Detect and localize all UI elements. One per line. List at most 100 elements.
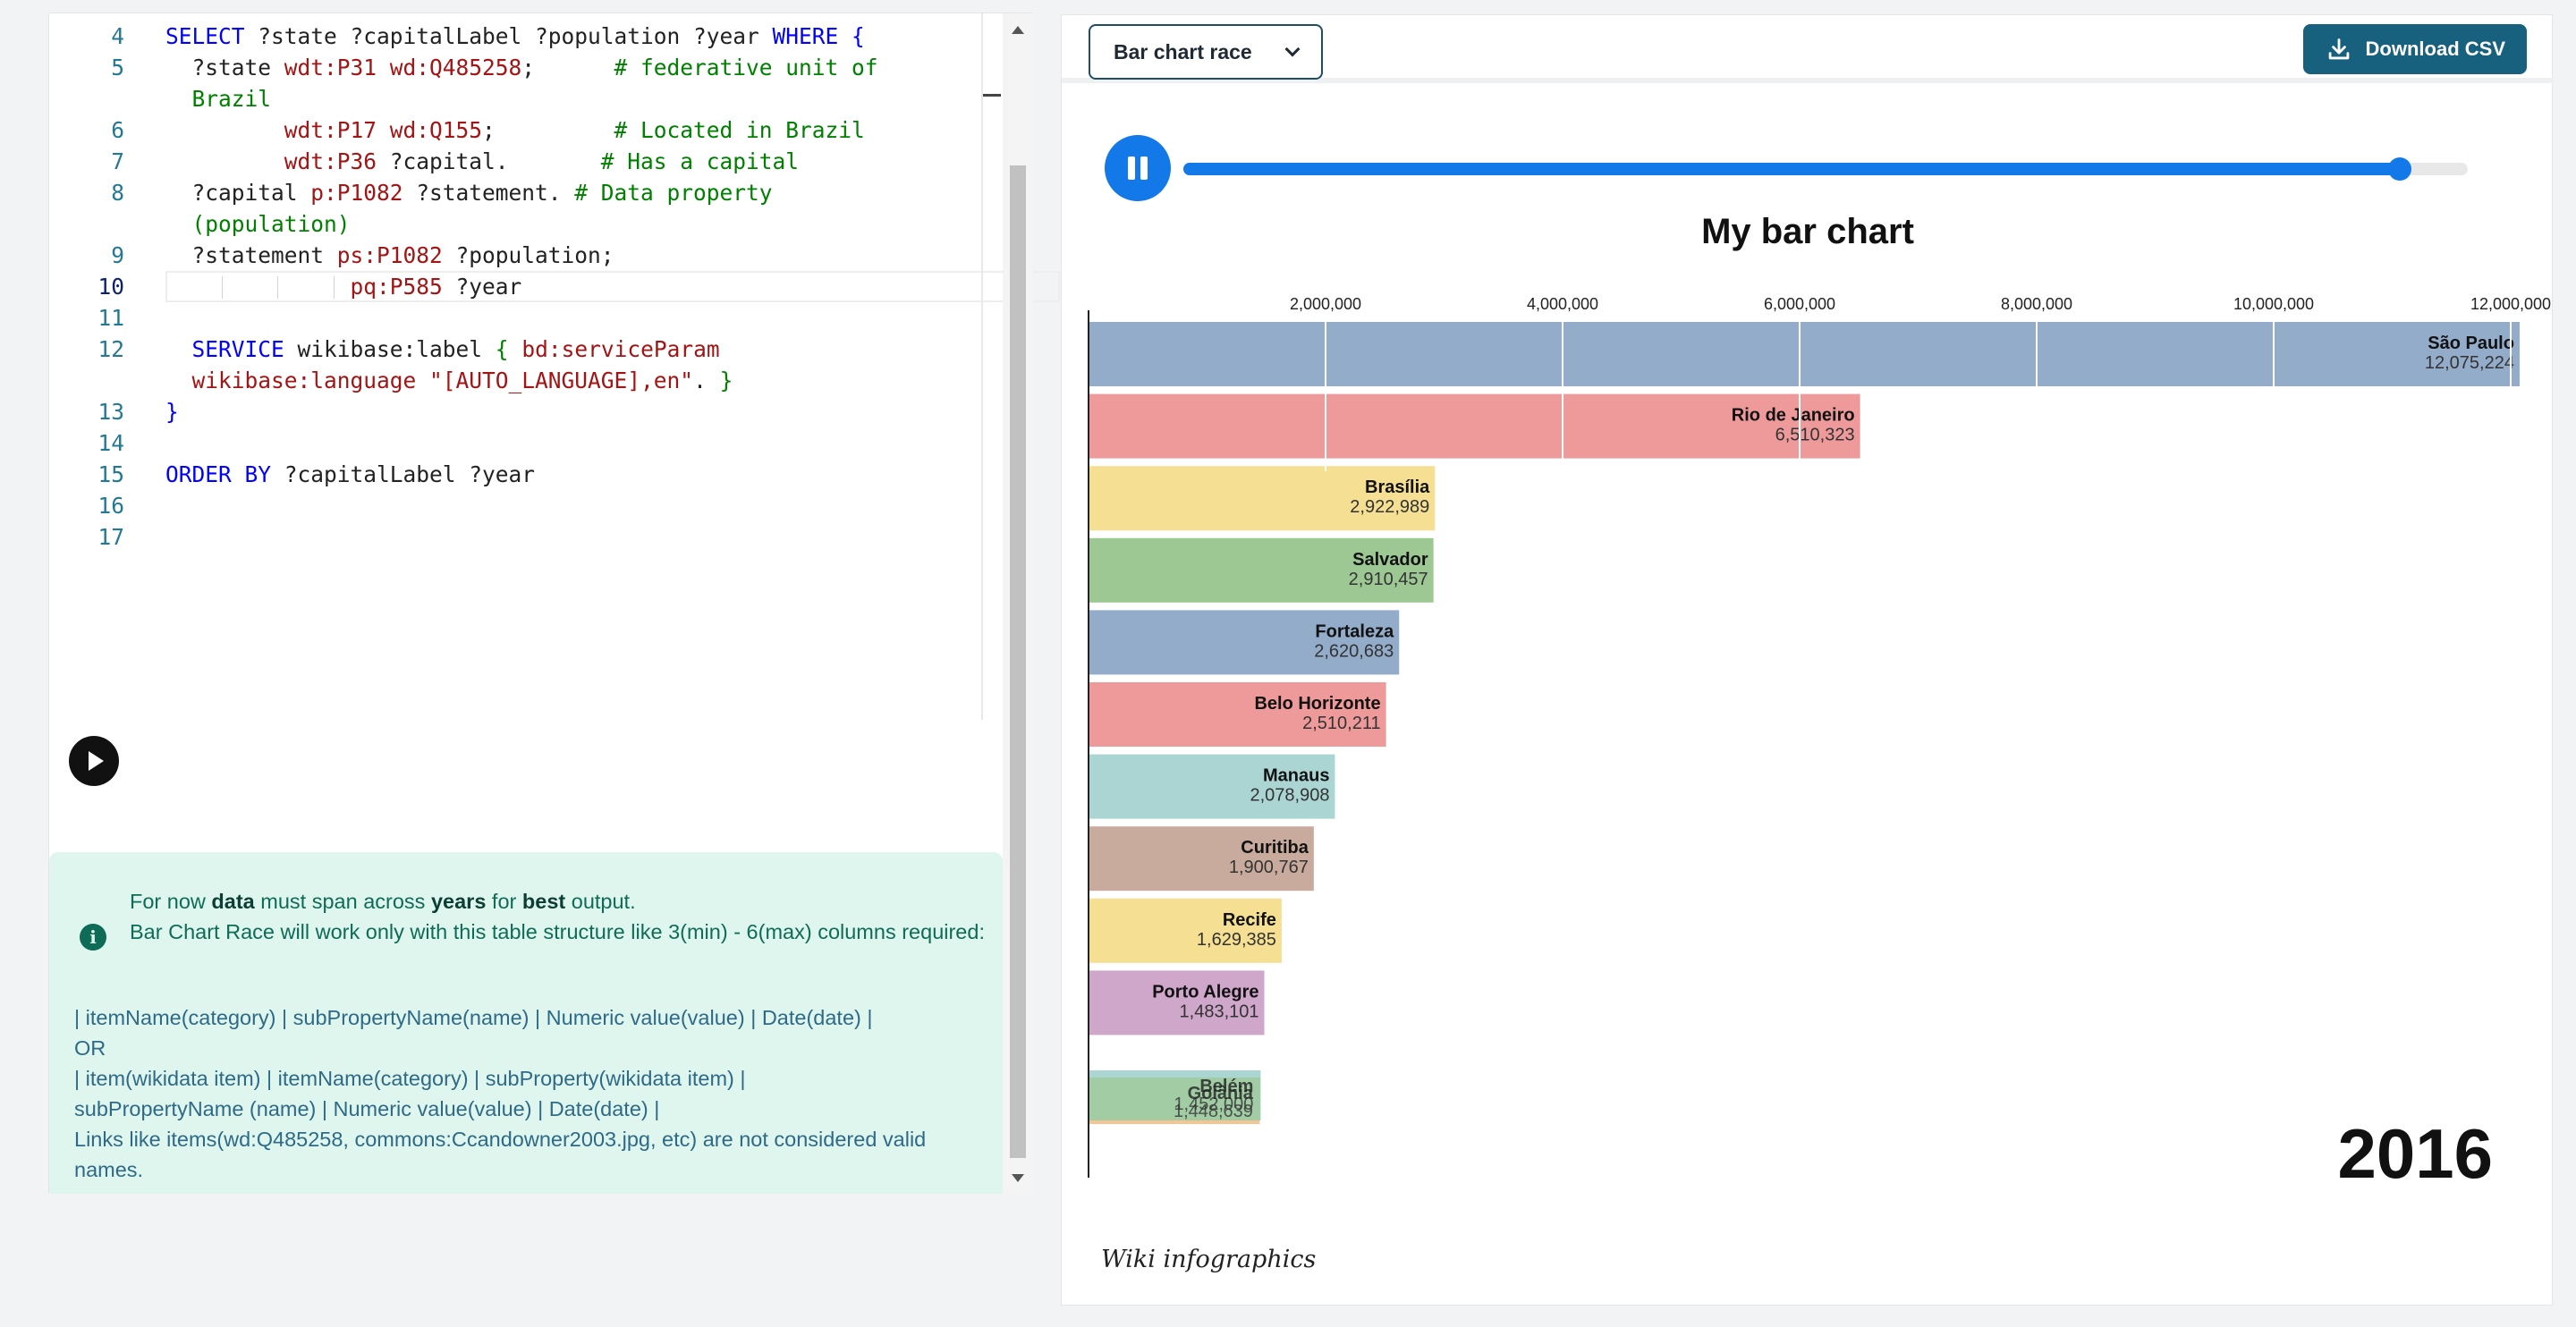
footer-label: Wiki infographics xyxy=(1101,1246,1317,1273)
bar xyxy=(1089,898,1282,963)
code-token xyxy=(165,148,284,174)
x-tick-label: 6,000,000 xyxy=(1764,295,1835,313)
code-token: ?statement. xyxy=(402,180,575,206)
bar xyxy=(1089,466,1436,531)
line-number: 8 xyxy=(111,180,124,206)
code-line[interactable]: 12 SERVICE wikibase:label { bd:servicePa… xyxy=(49,334,1001,365)
code-text: ?capital p:P1082 ?statement. # Data prop… xyxy=(165,177,773,208)
code-line[interactable]: 10 pq:P585 ?year xyxy=(49,271,1060,302)
bar-value-label: 12,075,224 xyxy=(2425,353,2514,373)
x-tick-label: 2,000,000 xyxy=(1290,295,1361,313)
code-text: (population) xyxy=(165,208,351,240)
chart-type-label: Bar chart race xyxy=(1114,40,1252,63)
line-number: 5 xyxy=(111,55,124,80)
code-token xyxy=(165,368,192,393)
bar-name-label: Porto Alegre xyxy=(1152,982,1258,1002)
code-line[interactable]: Brazil xyxy=(49,83,1001,114)
line-number: 4 xyxy=(111,23,124,49)
scroll-down-icon[interactable] xyxy=(1012,1174,1024,1182)
download-csv-button[interactable]: Download CSV xyxy=(2302,24,2527,74)
code-line[interactable]: 8 ?capital p:P1082 ?statement. # Data pr… xyxy=(49,177,1001,208)
bar-name-label: Salvador xyxy=(1352,550,1428,570)
x-tick-label: 8,000,000 xyxy=(2001,295,2072,313)
code-text: wikibase:language "[AUTO_LANGUAGE],en". … xyxy=(165,365,733,396)
scroll-thumb[interactable] xyxy=(1010,165,1026,1158)
code-token: ?capitalLabel ?year xyxy=(271,461,536,487)
bar-value-label: 2,078,908 xyxy=(1250,786,1329,806)
code-line[interactable]: 6 wdt:P17 wd:Q155; # Located in Brazil xyxy=(49,114,1001,146)
chart-title: My bar chart xyxy=(1701,212,1914,251)
x-tick-label: 4,000,000 xyxy=(1527,295,1598,313)
info-line-2: Bar Chart Race will work only with this … xyxy=(130,920,985,943)
code-line[interactable]: 14 xyxy=(49,427,1001,459)
run-query-button[interactable] xyxy=(69,736,119,786)
code-line[interactable]: (population) xyxy=(49,208,1001,240)
code-line[interactable]: 17 xyxy=(49,521,1001,553)
code-token: wikibase:label xyxy=(284,336,496,362)
x-tick-label: 12,000,000 xyxy=(2470,295,2551,313)
bar-value-label: 1,629,385 xyxy=(1197,930,1276,950)
bar-value-label: 2,922,989 xyxy=(1350,497,1429,517)
code-line[interactable]: 9 ?statement ps:P1082 ?population; xyxy=(49,240,1001,271)
minimap-marker xyxy=(983,94,1001,97)
code-text: ORDER BY ?capitalLabel ?year xyxy=(165,459,535,490)
bar xyxy=(1089,322,2520,386)
code-token xyxy=(416,368,429,393)
code-token: bd:serviceParam xyxy=(521,336,720,362)
bar xyxy=(1089,1078,1260,1120)
code-text: wdt:P36 ?capital. # Has a capital xyxy=(165,146,799,177)
code-line[interactable]: 5 ?state wdt:P31 wd:Q485258; # federativ… xyxy=(49,52,1001,83)
code-token: SERVICE xyxy=(191,336,284,362)
bar-name-label: Belo Horizonte xyxy=(1254,694,1380,714)
code-line[interactable]: 13} xyxy=(49,396,1001,427)
bar-name-label: Belém xyxy=(1199,1077,1253,1096)
bar-name-label: Brasília xyxy=(1365,478,1430,497)
code-token: ?state ?capitalLabel ?population ?year xyxy=(258,23,773,49)
code-line[interactable]: 11 xyxy=(49,302,1001,334)
code-line[interactable]: 15 ORDER BY ?capitalLabel ?year xyxy=(49,459,1001,490)
bar-value-label: 6,510,323 xyxy=(1775,426,1855,445)
info-line-4: OR xyxy=(74,1036,106,1060)
pause-button[interactable] xyxy=(1105,135,1171,201)
line-number: 6 xyxy=(111,117,124,143)
chart-type-select[interactable]: Bar chart race xyxy=(1089,24,1323,80)
code-line[interactable]: 16 xyxy=(49,490,1001,521)
scroll-up-icon[interactable] xyxy=(1012,26,1024,34)
code-token: "[AUTO_LANGUAGE],en" xyxy=(429,368,694,393)
code-line[interactable]: 7 wdt:P36 ?capital. # Has a capital xyxy=(49,146,1001,177)
code-token: { xyxy=(495,336,522,362)
code-token: (population) xyxy=(165,211,351,237)
line-number: 12 xyxy=(97,336,124,362)
code-line[interactable]: wikibase:language "[AUTO_LANGUAGE],en". … xyxy=(49,365,1001,396)
code-token: p:P1082 xyxy=(310,180,403,206)
vertical-scrollbar[interactable] xyxy=(1003,13,1033,1194)
play-icon xyxy=(89,751,104,771)
code-editor[interactable]: 4 SELECT ?state ?capitalLabel ?population… xyxy=(49,13,1060,720)
line-number: 9 xyxy=(111,242,124,268)
bar-name-label: Recife xyxy=(1223,910,1276,930)
code-line[interactable]: 4 SELECT ?state ?capitalLabel ?population… xyxy=(49,21,1001,52)
bar-value-label: 1,448,639 xyxy=(1174,1102,1253,1121)
download-icon xyxy=(2328,38,2349,60)
code-token: wdt:P17 wd:Q155 xyxy=(284,117,483,143)
pause-icon xyxy=(1128,156,1148,180)
info-text-bottom: | itemName(category) | subPropertyName(n… xyxy=(74,1002,987,1185)
bar-name-label: Rio de Janeiro xyxy=(1732,406,1855,426)
x-tick-label: 10,000,000 xyxy=(2233,295,2314,313)
bar-value-label: 2,620,683 xyxy=(1314,641,1394,661)
bar xyxy=(1089,970,1265,1035)
code-token: } xyxy=(165,399,179,425)
chart-toolbar: Bar chart race Download CSV xyxy=(1062,15,2554,83)
code-token: # Has a capital xyxy=(600,148,800,174)
code-text: } xyxy=(165,396,179,427)
bar xyxy=(1089,610,1400,675)
code-token: Brazil xyxy=(165,86,272,112)
current-line-highlight xyxy=(165,271,1060,302)
download-csv-label: Download CSV xyxy=(2365,38,2505,60)
code-token xyxy=(165,117,284,143)
timeline-thumb[interactable] xyxy=(2387,157,2411,181)
code-token: wdt:P36 xyxy=(284,148,377,174)
line-number: 11 xyxy=(97,305,124,331)
bar-name-label: São Paulo xyxy=(2428,334,2514,353)
timeline-slider[interactable] xyxy=(1183,157,2468,181)
